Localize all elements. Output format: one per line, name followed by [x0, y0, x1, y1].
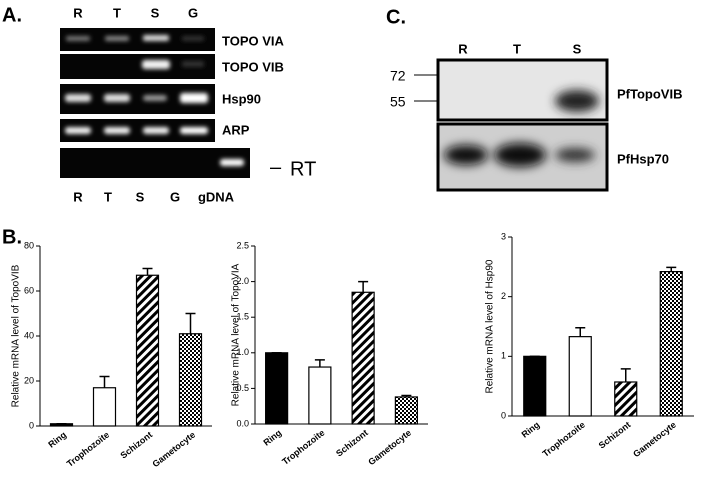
- lane-label: S: [573, 41, 582, 56]
- row-label: PfTopoVIB: [617, 86, 682, 101]
- x-tick-label: Ring: [46, 430, 68, 450]
- lane-label: G: [170, 189, 180, 204]
- error-bar: [401, 394, 412, 397]
- bar: [523, 355, 547, 417]
- rt-dash: –: [270, 156, 282, 178]
- error-bar: [99, 375, 110, 388]
- bar: [92, 387, 117, 427]
- panel-label: A.: [2, 4, 22, 26]
- panel-label: C.: [386, 6, 406, 28]
- error-bar: [142, 267, 153, 276]
- row-label: ARP: [222, 122, 250, 137]
- bar: [265, 352, 289, 425]
- x-tick-label: Gametocyte: [631, 420, 678, 460]
- gel: [60, 28, 250, 178]
- error-bar: [575, 326, 586, 337]
- western-blot: [414, 58, 609, 192]
- bar: [308, 366, 332, 425]
- y-tick-label: 2.0: [236, 276, 249, 286]
- lane-label: T: [513, 41, 521, 56]
- error-bar: [185, 312, 196, 334]
- marker-label: 55: [390, 94, 406, 110]
- gel-row-labels: TOPO VIA TOPO VIB Hsp90 ARP: [222, 33, 284, 137]
- y-axis-label: Relative mRNA level of Hsp90: [485, 259, 496, 393]
- row-label: TOPO VIA: [222, 33, 284, 48]
- x-tick-label: Schizont: [118, 430, 154, 461]
- row-label: PfHsp70: [617, 151, 669, 166]
- x-tick-label: Ring: [520, 420, 542, 440]
- y-tick-label: 40: [24, 330, 34, 340]
- row-label: TOPO VIB: [222, 59, 284, 74]
- gel-lanes-bottom: R T S G gDNA: [73, 189, 234, 204]
- y-tick-label: 0.0: [236, 418, 249, 428]
- y-tick-label: 60: [24, 285, 34, 295]
- error-bar: [358, 280, 369, 293]
- bar: [614, 381, 638, 417]
- y-tick-label: 0: [501, 410, 506, 420]
- y-tick-label: 20: [24, 375, 34, 385]
- lane-label: R: [73, 189, 83, 204]
- gel-lanes-top: R T S G: [73, 5, 198, 20]
- error-bar: [666, 266, 677, 272]
- lane-label: T: [113, 5, 121, 20]
- y-tick-label: 1.5: [236, 312, 249, 322]
- bar: [659, 271, 683, 417]
- error-bar: [620, 368, 631, 382]
- bar: [135, 274, 160, 427]
- x-tick-label: Trophozoite: [65, 430, 111, 469]
- y-tick-label: 80: [24, 240, 34, 250]
- y-tick-label: 0: [29, 420, 34, 430]
- lane-label: S: [151, 5, 160, 20]
- x-tick-label: Schizont: [597, 420, 633, 451]
- bar: [178, 333, 203, 427]
- x-tick-label: Schizont: [334, 428, 370, 459]
- x-tick-label: Trophozoite: [280, 428, 326, 467]
- lane-label: gDNA: [198, 189, 235, 204]
- rt-label: RT: [290, 158, 316, 180]
- y-tick-label: 3: [501, 231, 506, 241]
- lane-label: R: [458, 41, 468, 56]
- y-tick-label: 1.0: [236, 347, 249, 357]
- bar: [351, 291, 375, 425]
- error-bar: [314, 359, 325, 368]
- lane-label: T: [104, 189, 112, 204]
- lane-label: R: [73, 5, 83, 20]
- x-tick-label: Trophozoite: [541, 420, 587, 459]
- lane-label: G: [188, 5, 198, 20]
- panel-label: B.: [2, 226, 22, 248]
- x-tick-label: Gametocyte: [366, 428, 413, 468]
- bar: [394, 396, 418, 425]
- lane-label: S: [136, 189, 145, 204]
- row-label: Hsp90: [222, 91, 261, 106]
- y-axis-label: Relative mRNA level of TopoVIA: [231, 263, 242, 406]
- x-tick-label: Ring: [261, 428, 283, 448]
- western-lanes: R T S: [458, 41, 581, 56]
- x-tick-label: Gametocyte: [150, 430, 197, 470]
- y-tick-label: 0.5: [236, 383, 249, 393]
- y-tick-label: 2.5: [236, 240, 249, 250]
- y-axis-label: Relative mRNA level of TopoVIB: [11, 264, 22, 407]
- bar: [568, 336, 592, 417]
- y-tick-label: 2: [501, 291, 506, 301]
- marker-label: 72: [390, 68, 406, 84]
- y-tick-label: 1: [501, 351, 506, 361]
